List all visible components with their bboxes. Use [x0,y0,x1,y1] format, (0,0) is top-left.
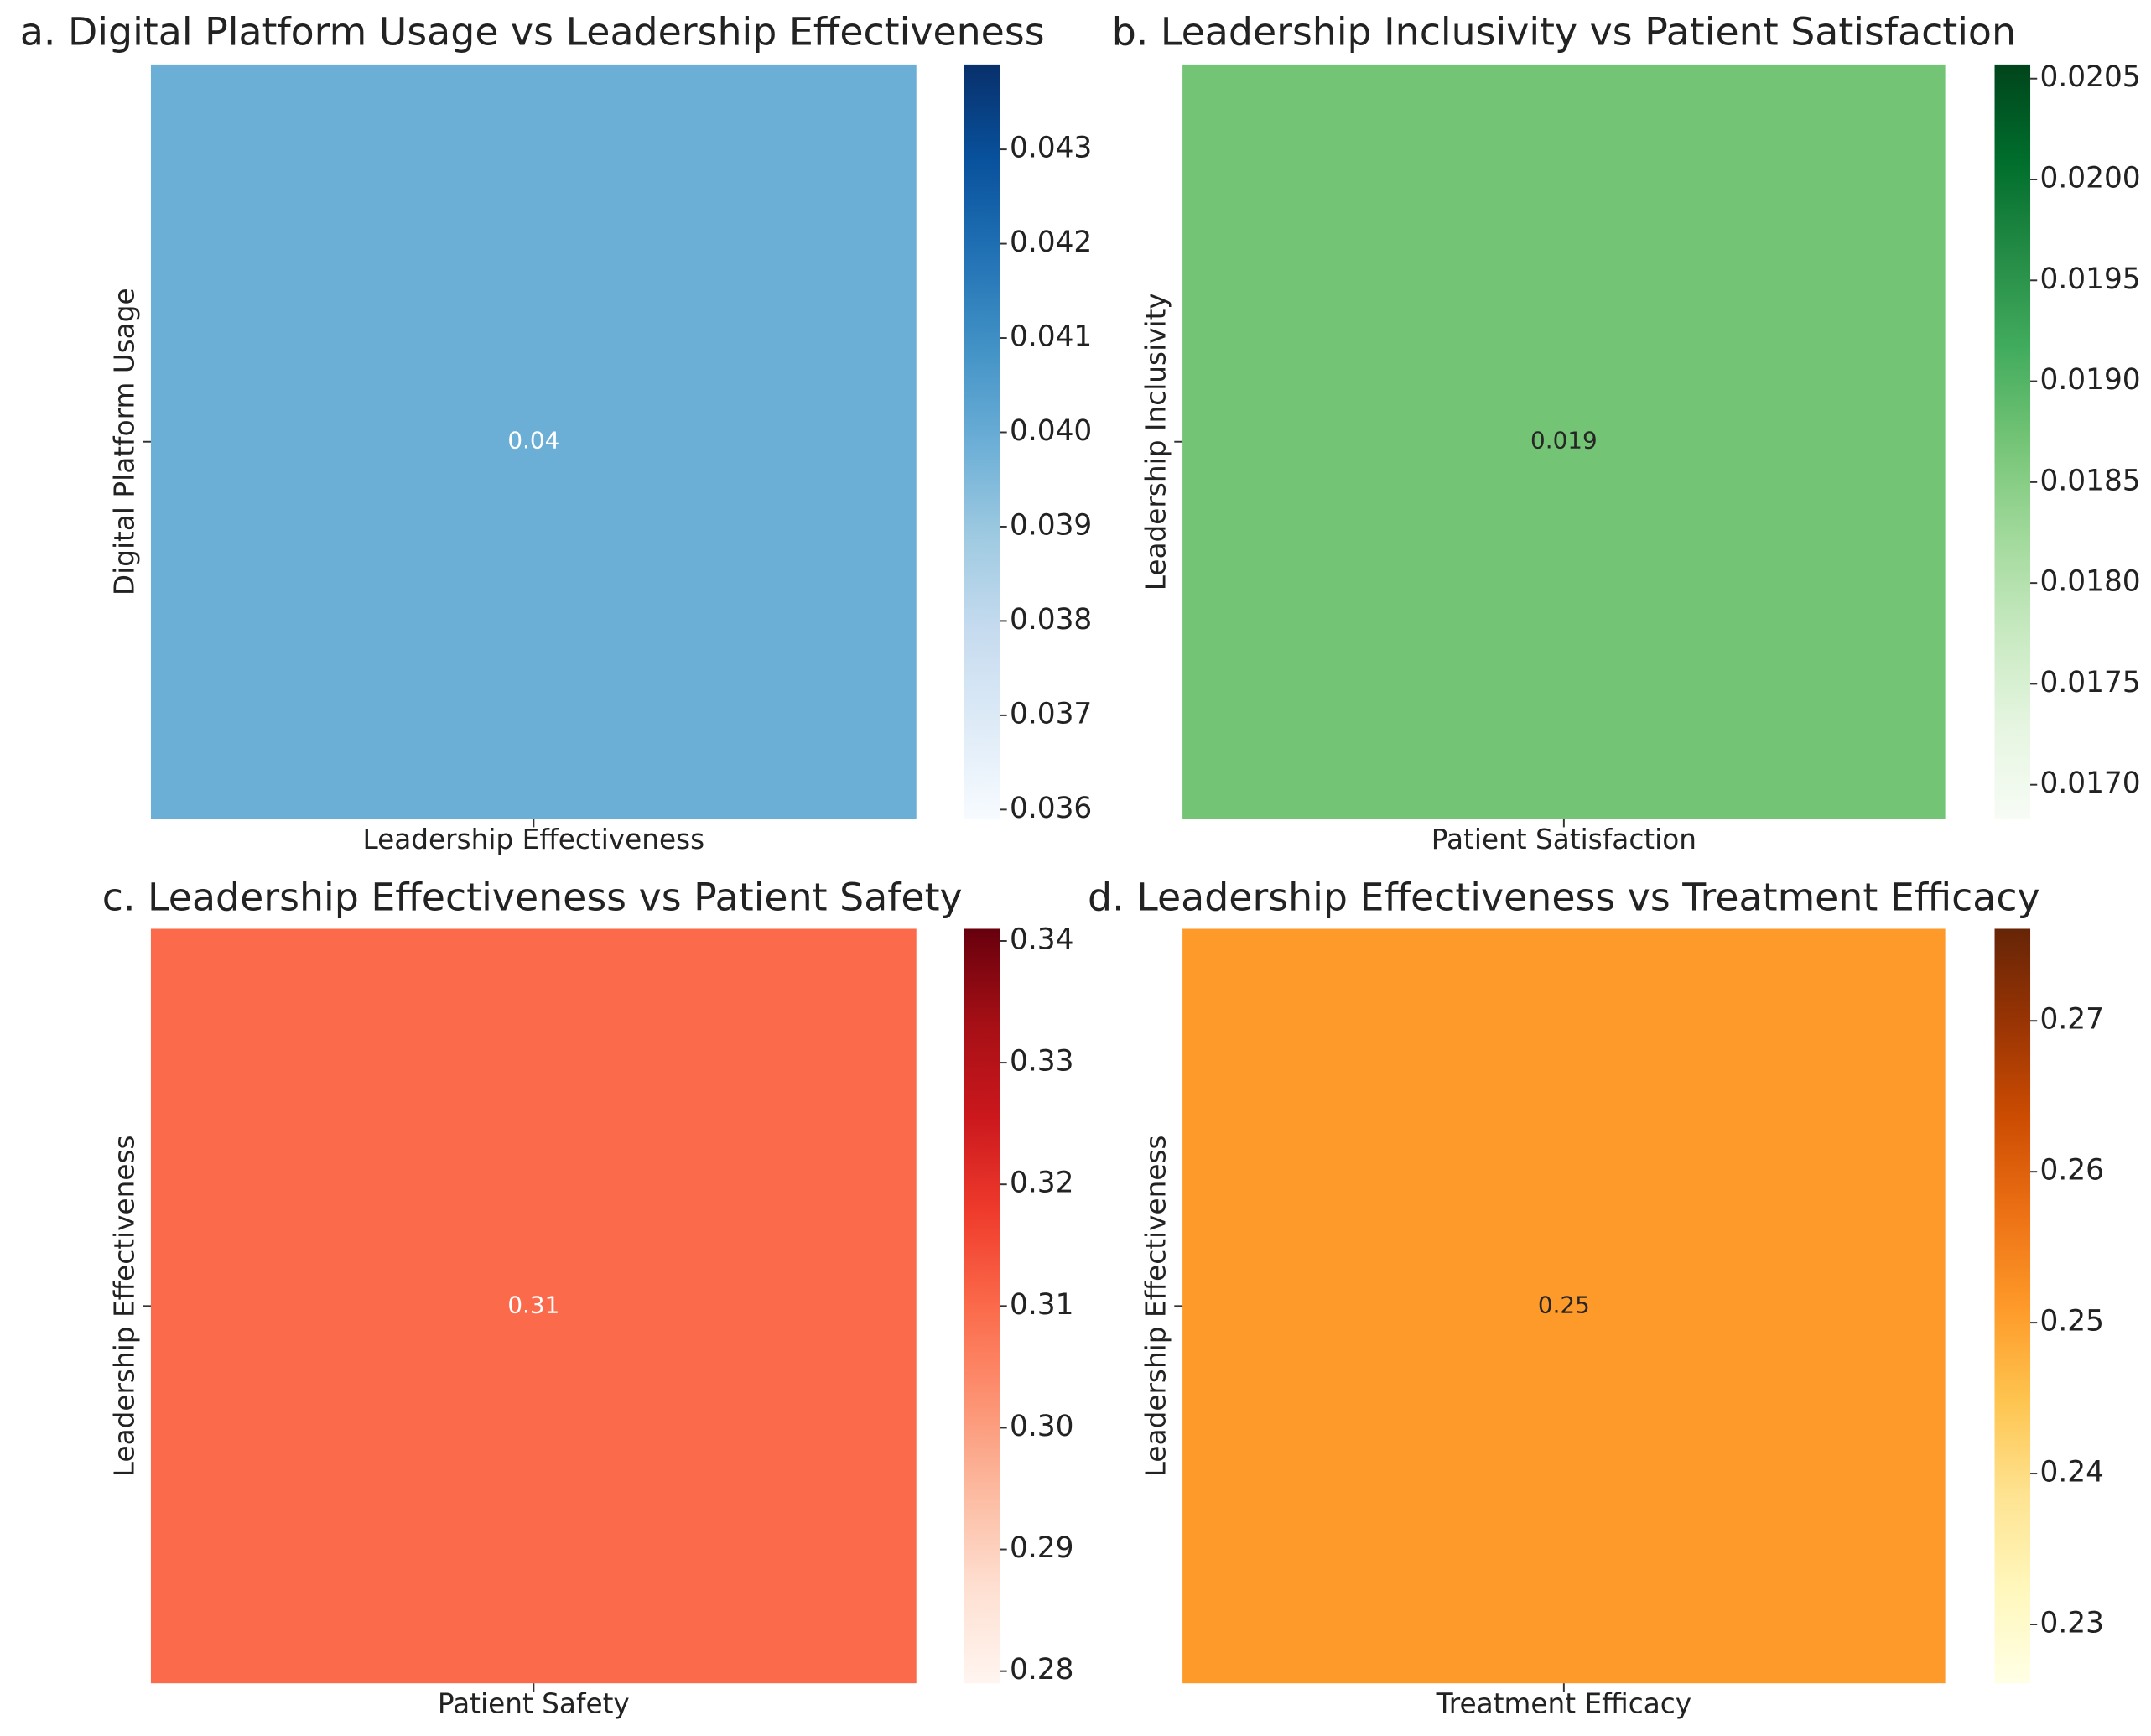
cell-label: 0.04 [507,427,559,455]
heatmap-cell [150,64,917,819]
colorbar [1994,64,2031,819]
chart-title: c. Leadership Effectiveness vs Patient S… [102,875,963,920]
chart-title: d. Leadership Effectiveness vs Treatment… [1088,875,2040,920]
heatmap-cell [1182,64,1946,819]
colorbar [964,928,1000,1684]
colorbar-tick-label: 0.039 [1010,508,1092,542]
colorbar-tick-label: 0.040 [1010,414,1092,448]
y-axis-label: Leadership Effectiveness [1140,1135,1172,1477]
chart-title: a. Digital Platform Usage vs Leadership … [20,8,1045,54]
colorbar-tick-label: 0.24 [2039,1456,2103,1489]
cell-label: 0.019 [1530,427,1598,455]
colorbar-tick-label: 0.23 [2039,1607,2103,1640]
colorbar-tick-label: 0.041 [1010,320,1092,354]
colorbar [1994,928,2031,1684]
colorbar-tick-label: 0.0205 [2039,60,2140,94]
colorbar-tick-label: 0.30 [1010,1410,1073,1443]
colorbar-tick-label: 0.34 [1010,923,1073,956]
colorbar-tick-label: 0.26 [2039,1154,2103,1188]
colorbar-tick-label: 0.043 [1010,132,1092,165]
colorbar-tick-label: 0.0170 [2039,767,2140,800]
x-axis-label: Patient Satisfaction [1431,824,1696,855]
x-axis-label: Patient Safety [438,1687,630,1719]
heatmap-cell [1182,928,1946,1684]
heatmap-cell [150,928,917,1684]
colorbar-tick-label: 0.038 [1010,603,1092,637]
colorbar-tick-label: 0.0180 [2039,565,2140,599]
cell-label: 0.25 [1538,1291,1590,1318]
colorbar-tick-label: 0.28 [1010,1653,1073,1687]
colorbar-tick-label: 0.0200 [2039,162,2140,195]
colorbar-tick-label: 0.27 [2039,1003,2103,1037]
colorbar [964,64,1000,819]
y-axis-label: Leadership Inclusivity [1140,293,1172,590]
colorbar-tick-label: 0.0175 [2039,666,2140,699]
colorbar-tick-label: 0.0190 [2039,363,2140,397]
colorbar-tick-label: 0.25 [2039,1305,2103,1338]
colorbar-tick-label: 0.036 [1010,792,1092,825]
colorbar-tick-label: 0.0185 [2039,464,2140,497]
colorbar-tick-label: 0.32 [1010,1167,1073,1200]
x-axis-label: Leadership Effectiveness [362,824,704,855]
y-axis-label: Digital Platform Usage [108,288,140,595]
x-axis-label: Treatment Efficacy [1436,1687,1691,1719]
colorbar-tick-label: 0.29 [1010,1531,1073,1565]
colorbar-tick-label: 0.33 [1010,1045,1073,1079]
colorbar-tick-label: 0.0195 [2039,262,2140,296]
colorbar-tick-label: 0.042 [1010,226,1092,259]
chart-title: b. Leadership Inclusivity vs Patient Sat… [1112,8,2016,54]
colorbar-tick-label: 0.31 [1010,1288,1073,1322]
cell-label: 0.31 [507,1291,559,1318]
colorbar-tick-label: 0.037 [1010,697,1092,730]
y-axis-label: Leadership Effectiveness [108,1135,140,1477]
